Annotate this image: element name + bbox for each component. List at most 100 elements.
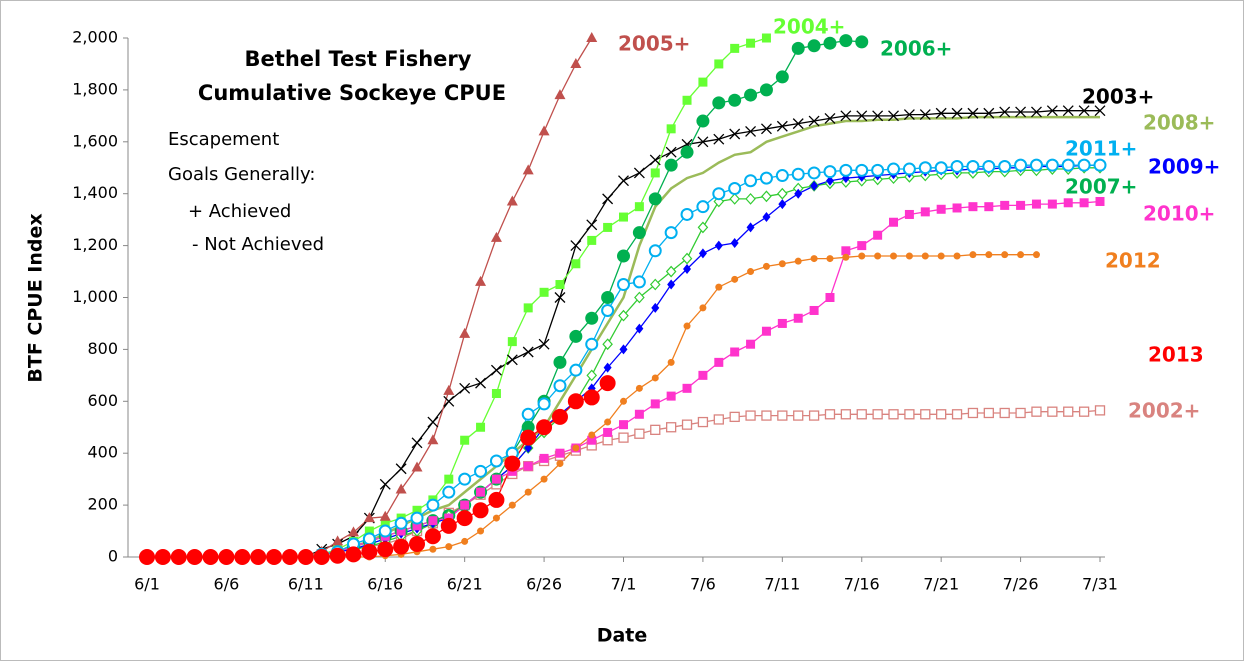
- marker: [777, 187, 788, 200]
- marker: [904, 409, 915, 420]
- marker: [777, 318, 787, 328]
- marker: [540, 475, 548, 483]
- marker: [777, 410, 788, 421]
- marker: [618, 309, 629, 322]
- marker: [313, 549, 330, 565]
- marker: [490, 364, 502, 376]
- marker: [650, 168, 660, 178]
- marker: [1094, 105, 1106, 117]
- marker: [888, 110, 899, 122]
- marker: [1031, 106, 1042, 118]
- marker: [536, 419, 553, 436]
- marker: [570, 57, 582, 68]
- marker: [807, 39, 821, 53]
- marker: [840, 409, 852, 420]
- marker: [571, 259, 581, 269]
- marker: [889, 217, 899, 227]
- marker: [620, 397, 627, 405]
- chart-title: Bethel Test Fishery: [245, 47, 472, 71]
- marker: [586, 369, 598, 382]
- marker: [745, 192, 756, 205]
- marker: [1014, 158, 1028, 172]
- marker: [952, 203, 962, 213]
- marker: [823, 36, 837, 50]
- marker: [347, 526, 359, 537]
- marker: [1016, 200, 1026, 210]
- marker: [998, 159, 1012, 173]
- marker: [490, 231, 502, 242]
- marker: [984, 202, 994, 212]
- marker: [746, 222, 755, 233]
- marker: [680, 145, 694, 159]
- marker: [394, 516, 408, 530]
- marker: [218, 549, 235, 565]
- marker: [476, 487, 486, 497]
- marker: [903, 109, 915, 121]
- marker: [999, 106, 1011, 118]
- marker: [585, 311, 599, 325]
- marker: [588, 431, 596, 439]
- marker: [778, 199, 787, 210]
- marker: [445, 543, 453, 551]
- marker: [762, 212, 771, 223]
- marker: [905, 252, 913, 260]
- marker: [411, 437, 423, 449]
- marker: [474, 464, 488, 478]
- marker: [793, 313, 803, 323]
- marker: [826, 255, 834, 263]
- marker: [379, 478, 391, 490]
- marker: [967, 107, 979, 119]
- marker: [697, 221, 709, 234]
- marker: [696, 114, 710, 128]
- marker: [730, 238, 739, 249]
- marker: [794, 188, 803, 199]
- marker: [825, 175, 834, 186]
- marker: [1063, 198, 1073, 208]
- marker: [983, 107, 995, 119]
- marker: [872, 110, 884, 122]
- marker: [412, 505, 422, 515]
- y-tick-label: 200: [87, 495, 118, 514]
- marker: [983, 407, 994, 419]
- marker: [697, 136, 709, 148]
- marker: [619, 344, 628, 355]
- marker: [1077, 158, 1091, 172]
- x-tick-label: 7/26: [1003, 575, 1039, 594]
- marker: [186, 549, 203, 565]
- marker: [649, 278, 661, 291]
- marker: [601, 291, 615, 304]
- marker: [809, 305, 819, 315]
- marker: [936, 204, 946, 214]
- marker: [551, 408, 568, 425]
- marker: [648, 192, 662, 206]
- marker: [1093, 158, 1107, 172]
- marker: [537, 397, 551, 411]
- marker: [1078, 406, 1090, 417]
- marker: [587, 435, 597, 445]
- marker: [586, 219, 598, 231]
- marker: [824, 112, 836, 124]
- marker: [698, 77, 708, 87]
- marker: [617, 278, 630, 292]
- marker: [635, 384, 643, 392]
- marker: [489, 454, 503, 468]
- marker: [411, 461, 423, 472]
- marker: [808, 115, 820, 127]
- marker: [696, 200, 710, 214]
- marker: [1078, 105, 1090, 117]
- marker: [1046, 105, 1058, 117]
- marker: [618, 175, 629, 187]
- x-tick-label: 6/1: [134, 575, 160, 594]
- marker: [617, 249, 630, 263]
- marker: [539, 287, 549, 297]
- marker: [664, 158, 678, 172]
- marker: [667, 358, 675, 366]
- marker: [202, 549, 219, 565]
- marker: [824, 409, 836, 420]
- marker: [823, 165, 837, 179]
- y-tick-label: 0: [108, 547, 118, 566]
- marker: [714, 357, 724, 367]
- marker: [759, 83, 773, 97]
- marker: [1062, 105, 1074, 117]
